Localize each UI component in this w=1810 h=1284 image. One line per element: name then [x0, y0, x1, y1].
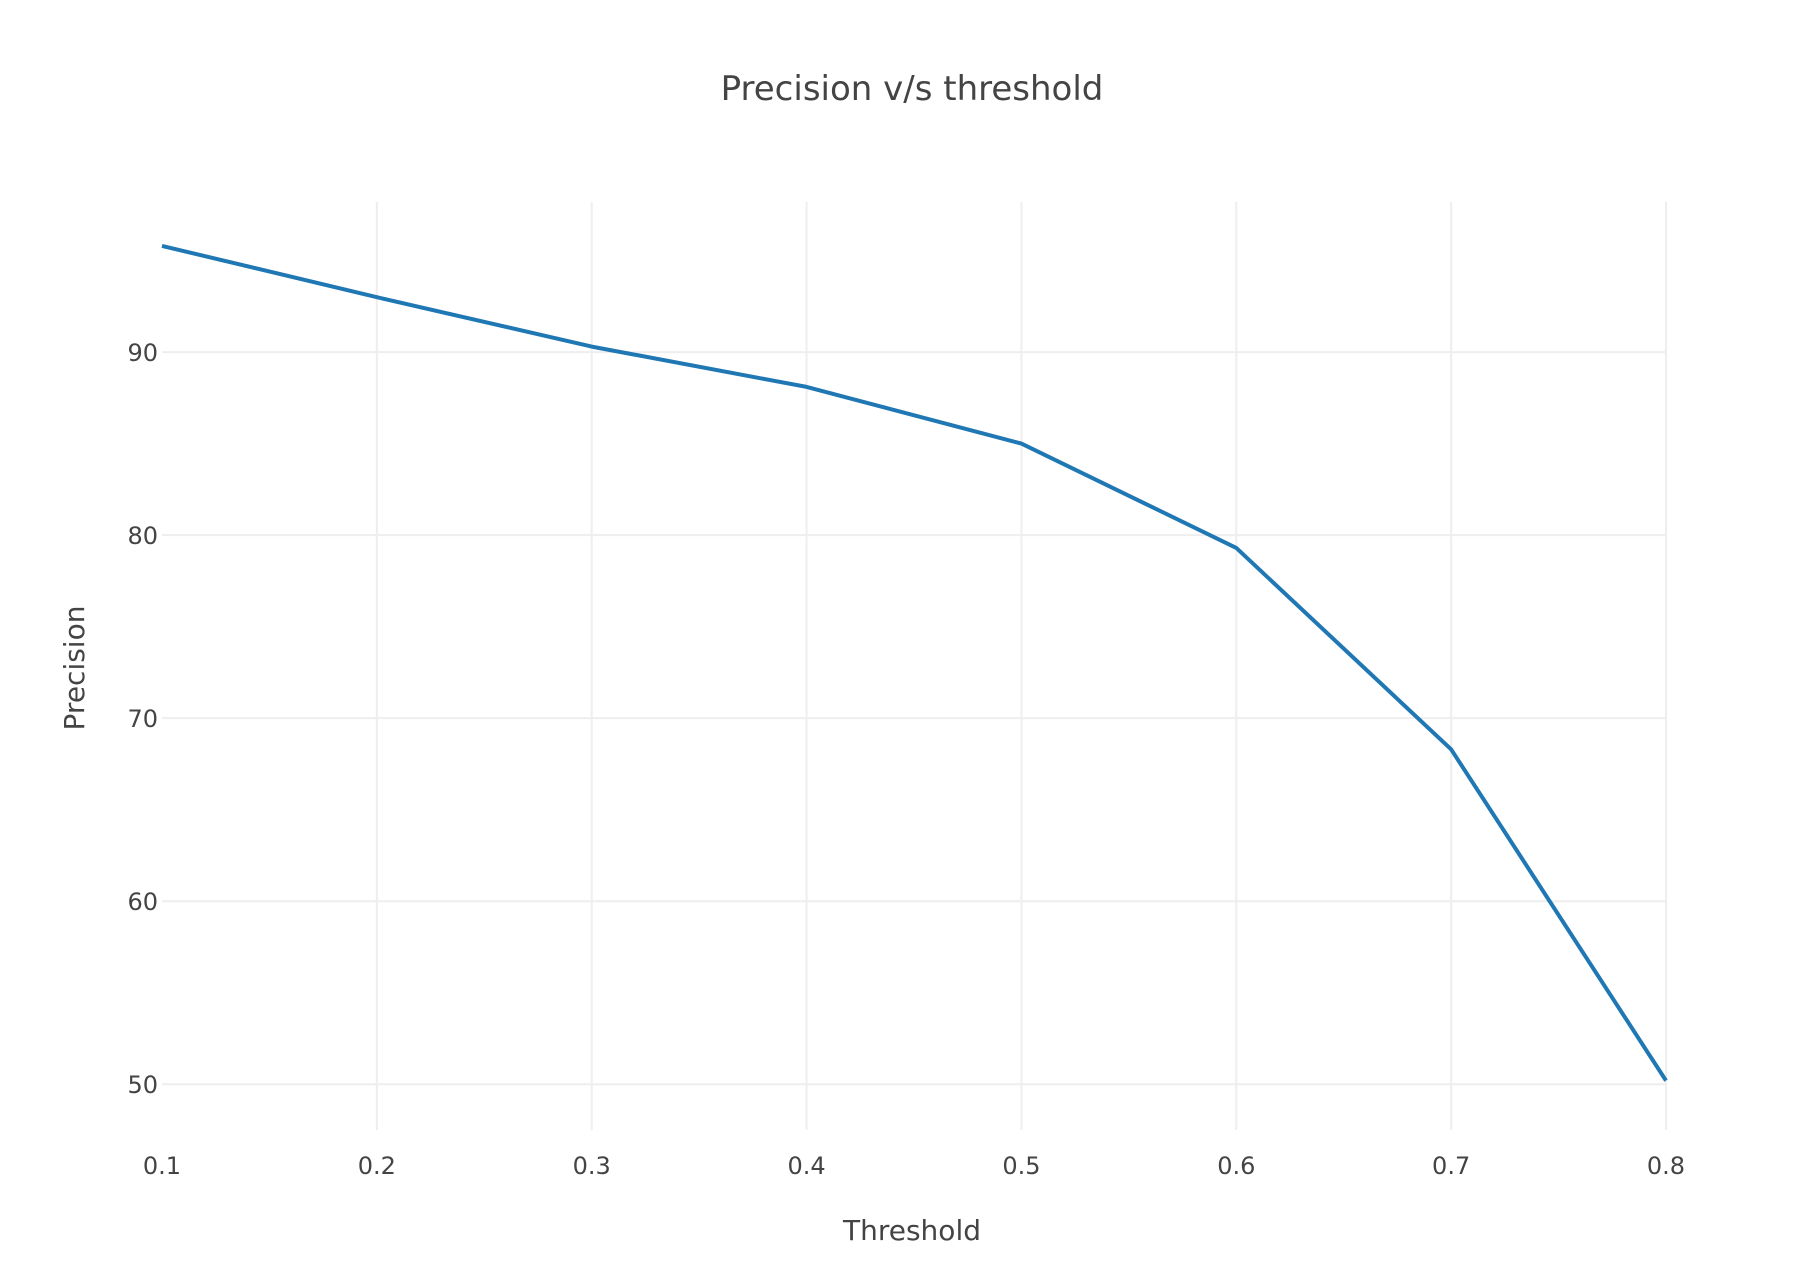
- x-tick-label: 0.5: [1002, 1152, 1040, 1180]
- y-tick-label: 60: [127, 888, 158, 916]
- y-tick-label: 80: [127, 522, 158, 550]
- series-layer: [161, 243, 1668, 1082]
- x-tick-label: 0.6: [1217, 1152, 1255, 1180]
- y-tick-label: 70: [127, 705, 158, 733]
- axis-ticks: 0.1 0.2 0.3 0.4 0.5 0.6 0.7 0.8 50 60 70 80 90: [127, 339, 1685, 1180]
- x-axis-title: Threshold: [842, 1214, 981, 1247]
- x-tick-label: 0.1: [143, 1152, 181, 1180]
- y-tick-label: 90: [127, 339, 158, 367]
- grid: [162, 202, 1667, 1130]
- series-line: [161, 243, 1668, 1082]
- y-tick-label: 50: [127, 1071, 158, 1099]
- x-tick-label: 0.8: [1647, 1152, 1685, 1180]
- x-tick-label: 0.3: [573, 1152, 611, 1180]
- chart-title: Precision v/s threshold: [721, 69, 1104, 109]
- y-axis-title: Precision: [58, 606, 91, 731]
- x-tick-label: 0.4: [787, 1152, 825, 1180]
- x-tick-label: 0.2: [358, 1152, 396, 1180]
- x-tick-label: 0.7: [1432, 1152, 1470, 1180]
